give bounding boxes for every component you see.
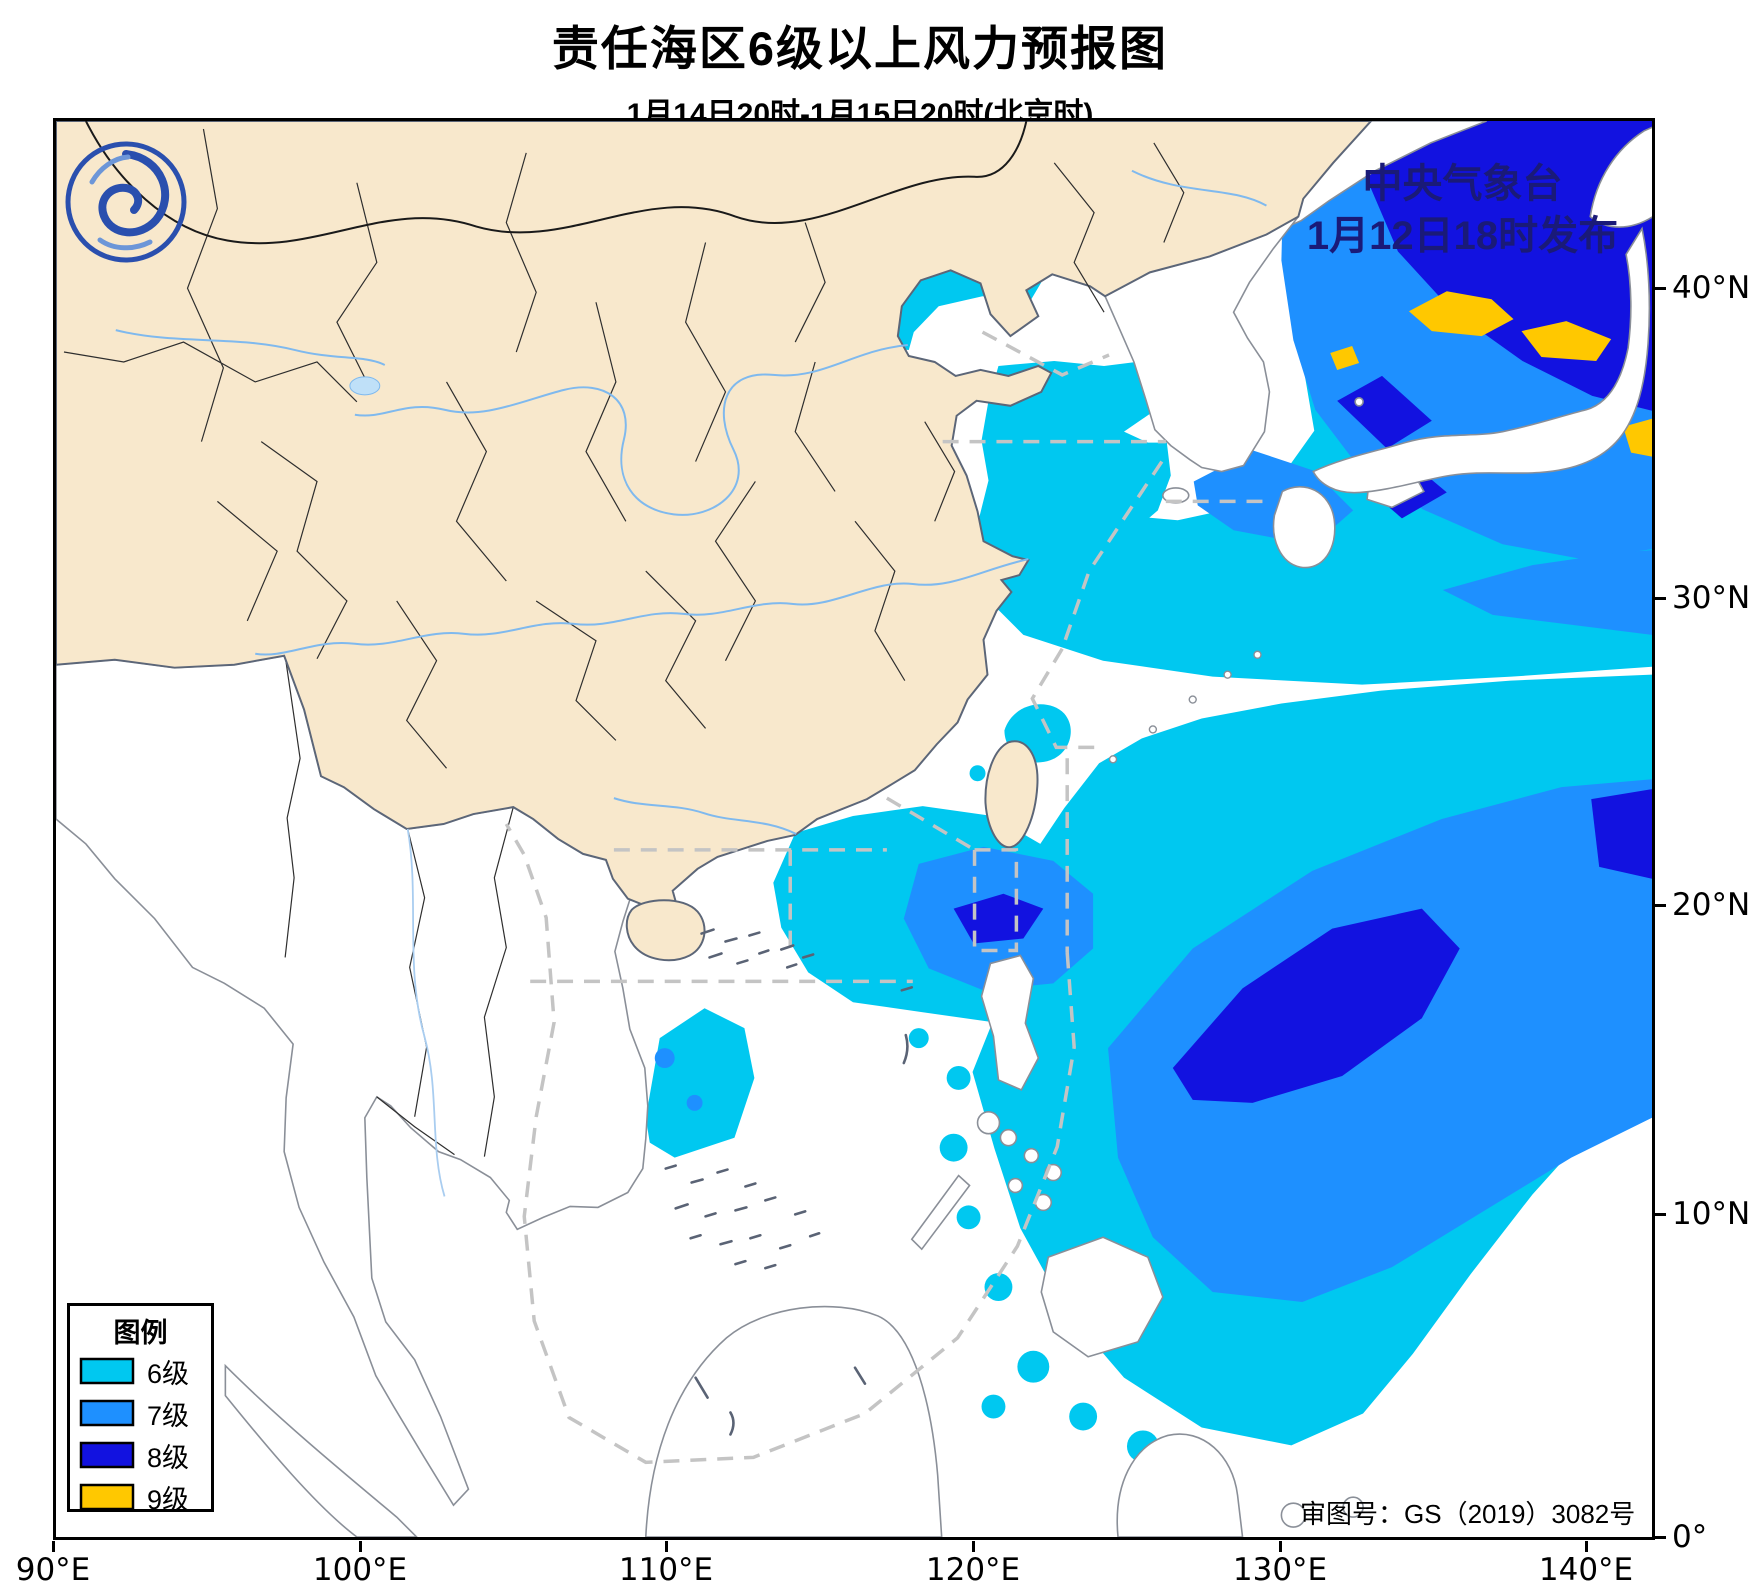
page-title: 责任海区6级以上风力预报图 (551, 22, 1169, 75)
legend-item-6: 6级 (70, 1350, 211, 1392)
legend-item-9: 9级 (70, 1476, 211, 1518)
x-tick (1279, 1541, 1282, 1552)
legend-swatch-7 (79, 1399, 135, 1427)
x-tick-label: 130°E (1232, 1552, 1328, 1588)
cma-logo-icon (65, 141, 187, 263)
legend-item-8: 8级 (70, 1434, 211, 1476)
hainan-island (625, 899, 706, 962)
legend-label: 6级 (147, 1358, 190, 1389)
y-tick-label: 40°N (1672, 270, 1751, 306)
mindanao-island (1040, 1236, 1164, 1358)
palawan-island (910, 1174, 971, 1251)
china-land (56, 121, 1373, 962)
legend-swatch-6 (79, 1357, 135, 1385)
y-tick (1655, 597, 1666, 600)
ryukyu-islands (1108, 650, 1262, 764)
x-tick-label: 100°E (312, 1552, 408, 1588)
publisher-block: 中央气象台 1月12日18时发布 (1290, 158, 1635, 262)
y-tick (1655, 1536, 1666, 1539)
honshu-island (1312, 226, 1651, 494)
borneo-island (644, 1305, 943, 1537)
luzon-island (980, 954, 1040, 1091)
hokkaido-island (1589, 126, 1652, 228)
province-borders (63, 128, 1185, 769)
legend-swatch-9 (79, 1483, 135, 1511)
y-tick-label: 20°N (1672, 887, 1751, 923)
indochina-borders (284, 655, 514, 1157)
sulawesi-island (1116, 1433, 1244, 1537)
legend-box: 图例 6级 7级 8级 9级 (67, 1303, 214, 1515)
publisher-name: 中央气象台 (1362, 162, 1563, 206)
sea-area-boundaries (504, 330, 1266, 1465)
x-tick-label: 140°E (1538, 1552, 1634, 1588)
map-frame (53, 118, 1655, 1540)
y-tick (1655, 1213, 1666, 1216)
x-tick (52, 1541, 55, 1552)
yangtze-river (255, 558, 1029, 656)
pearl-river (613, 797, 797, 835)
legend-item-7: 7级 (70, 1392, 211, 1434)
x-tick (1585, 1541, 1588, 1552)
legend-label: 7级 (147, 1400, 190, 1431)
legend-label: 8级 (147, 1442, 190, 1473)
header: 责任海区6级以上风力预报图 1月14日20时-1月15日20时(北京时) (0, 10, 1720, 133)
foreign-land (56, 121, 1652, 1537)
x-tick (359, 1541, 362, 1552)
taiwan-island (984, 740, 1039, 848)
mekong-river (406, 828, 446, 1197)
tarim-river (115, 329, 386, 366)
ulleung-island (1354, 397, 1364, 407)
songhua-river (1131, 169, 1267, 207)
legend-label: 9级 (147, 1484, 190, 1515)
china-mainland (56, 121, 1373, 920)
y-tick-label: 0° (1672, 1519, 1708, 1555)
legend-title: 图例 (113, 1318, 168, 1348)
x-tick (665, 1541, 668, 1552)
y-tick (1655, 904, 1666, 907)
legend-swatch-8 (79, 1441, 135, 1469)
rivers (115, 169, 1267, 1197)
map-review-number: 审图号：GS（2019）3082号 (1300, 1499, 1636, 1529)
x-tick-label: 90°E (15, 1552, 91, 1588)
yellow-river (354, 344, 908, 516)
reef-marks (664, 928, 914, 1436)
x-tick-label: 120°E (925, 1552, 1021, 1588)
y-tick (1655, 287, 1666, 290)
wind-level-9-areas (1330, 291, 1652, 457)
kyushu-island (1272, 486, 1336, 569)
forecast-map (56, 121, 1652, 1537)
y-tick-label: 30°N (1672, 580, 1751, 616)
x-tick-label: 110°E (618, 1552, 714, 1588)
x-tick (972, 1541, 975, 1552)
cma-logo (62, 138, 190, 266)
mongolia-border (84, 121, 1028, 245)
publish-time: 1月12日18时发布 (1306, 214, 1619, 258)
qinghai-lake (349, 376, 381, 396)
mindoro-island (976, 1111, 1001, 1135)
sumatra-island (224, 1363, 418, 1537)
y-tick-label: 10°N (1672, 1196, 1751, 1232)
